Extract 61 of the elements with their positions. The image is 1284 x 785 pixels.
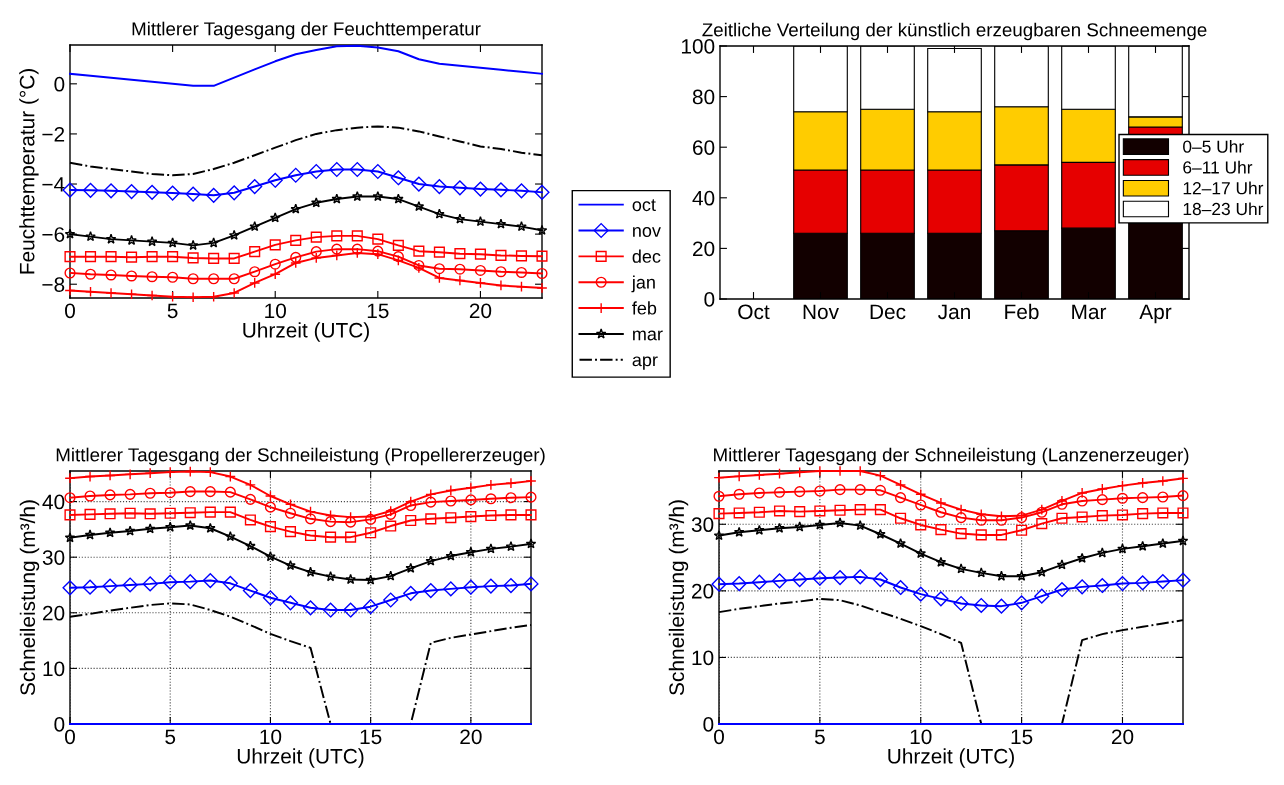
y-axis-title: Feuchttemperatur (°C) bbox=[19, 69, 39, 274]
legend-label: mar bbox=[633, 330, 663, 341]
y-tick-label: 0 bbox=[54, 717, 65, 732]
y-tick-label: 80 bbox=[692, 89, 715, 105]
x-tick-label: Mar bbox=[1072, 304, 1107, 320]
y-tick-label: 40 bbox=[692, 190, 715, 206]
x-tick-label: Nov bbox=[803, 304, 839, 320]
x-tick-label: 10 bbox=[265, 303, 286, 319]
legend-label: apr bbox=[632, 356, 658, 370]
x-tick-label: 0 bbox=[65, 303, 75, 319]
x-tick-label: Jan bbox=[938, 304, 970, 320]
x-tick-label: Dec bbox=[870, 304, 906, 320]
x-tick-label: 20 bbox=[469, 303, 492, 319]
x-tick-label: 15 bbox=[367, 303, 389, 319]
x-tick-label: 15 bbox=[360, 729, 382, 745]
legend-label: nov bbox=[633, 227, 661, 237]
y-tick-label: 0 bbox=[54, 76, 65, 92]
x-tick-label: 20 bbox=[1111, 729, 1134, 745]
y-tick-label: 10 bbox=[692, 650, 714, 666]
x-tick-label: 15 bbox=[1011, 729, 1033, 745]
x-tick-label: 5 bbox=[165, 729, 176, 745]
x-axis-title: Uhrzeit (UTC) bbox=[243, 322, 369, 342]
y-tick-label: 0 bbox=[703, 717, 714, 732]
y-tick-label: −4 bbox=[42, 177, 65, 192]
x-tick-label: Feb bbox=[1005, 303, 1039, 320]
y-tick-label: −8 bbox=[42, 277, 65, 292]
x-tick-label: Oct bbox=[738, 304, 770, 320]
legend-label: feb bbox=[632, 301, 657, 315]
y-tick-label: 60 bbox=[693, 140, 715, 155]
y-tick-label: 10 bbox=[43, 661, 65, 677]
y-tick-label: 40 bbox=[42, 494, 65, 510]
x-axis-title: Uhrzeit (UTC) bbox=[237, 748, 364, 768]
x-axis-title: Uhrzeit (UTC) bbox=[888, 748, 1014, 768]
y-tick-label: 20 bbox=[693, 241, 715, 257]
chart-title: Mittlerer Tagesgang der Schneileistung (Lanzenerzeuger) bbox=[714, 447, 1189, 466]
x-tick-label: 5 bbox=[814, 729, 825, 745]
chart-title: Mittlerer Tagesgang der Feuchttemperatur bbox=[132, 21, 481, 40]
y-tick-label: 30 bbox=[691, 517, 714, 533]
legend-label: 0–5 Uhr bbox=[1183, 140, 1244, 153]
x-tick-label: 20 bbox=[460, 729, 482, 745]
y-tick-label: −2 bbox=[42, 126, 65, 142]
chart-title: Mittlerer Tagesgang der Schneileistung (Propellererzeuger) bbox=[56, 447, 545, 466]
x-tick-label: 10 bbox=[910, 729, 932, 745]
y-axis-title: Schneileistung (m³/h) bbox=[19, 500, 40, 695]
y-tick-label: 30 bbox=[42, 550, 65, 565]
y-axis-title: Schneileistung (m³/h) bbox=[668, 500, 689, 695]
y-tick-label: −6 bbox=[42, 227, 65, 242]
x-tick-label: 0 bbox=[65, 729, 75, 745]
y-tick-label: 20 bbox=[43, 605, 65, 621]
legend-label: 18–23 Uhr bbox=[1183, 202, 1264, 216]
legend-label: 12–17 Uhr bbox=[1183, 181, 1264, 195]
x-tick-label: Apr bbox=[1139, 304, 1172, 324]
y-tick-label: 0 bbox=[704, 292, 715, 307]
legend-label: dec bbox=[632, 249, 661, 263]
legend-label: oct bbox=[632, 199, 656, 212]
y-tick-label: 20 bbox=[692, 583, 714, 599]
y-tick-label: 100 bbox=[681, 39, 715, 54]
x-tick-label: 5 bbox=[167, 303, 178, 319]
x-tick-label: 10 bbox=[260, 729, 282, 745]
legend-label: jan bbox=[631, 275, 655, 293]
legend-label: 6–11 Uhr bbox=[1183, 160, 1253, 174]
